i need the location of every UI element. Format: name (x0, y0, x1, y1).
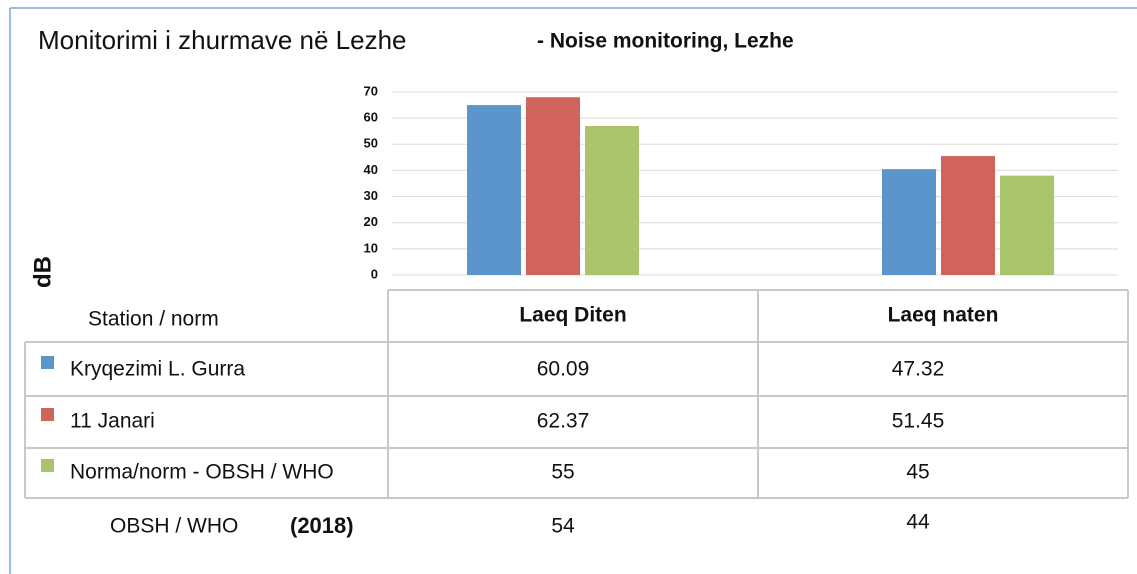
table-grid (24, 289, 1129, 499)
y-tick-label: 60 (364, 110, 378, 125)
table-cell: 51.45 (892, 410, 945, 433)
legend-swatch (41, 459, 54, 472)
chart-subtitle: - Noise monitoring, Lezhe (537, 30, 794, 53)
y-tick-label: 40 (364, 162, 378, 177)
footer-year: (2018) (290, 513, 354, 538)
footer-cell: 54 (551, 515, 575, 538)
y-tick-label: 30 (364, 188, 378, 203)
bar (585, 125, 639, 275)
table-cell: 55 (551, 461, 574, 484)
footer-label: OBSH / WHO (110, 515, 238, 538)
bar (941, 156, 995, 275)
y-tick-label: 70 (364, 83, 378, 98)
chart-title: Monitorimi i zhurmave në Lezhe (38, 25, 407, 55)
table-cell: 62.37 (537, 410, 590, 433)
table-cell: 47.32 (892, 358, 945, 381)
bar (882, 169, 936, 275)
y-axis-label: dB (29, 256, 56, 288)
bar (1000, 175, 1054, 275)
table-cell: 45 (906, 461, 929, 484)
bar (467, 105, 521, 275)
table-cell: 60.09 (537, 358, 590, 381)
y-tick-label: 0 (371, 266, 378, 281)
legend-label: Norma/norm - OBSH / WHO (70, 461, 334, 484)
y-tick-label: 50 (364, 136, 378, 151)
table-header: Station / norm (88, 308, 219, 331)
legend-label: 11 Janari (70, 410, 155, 433)
y-tick-label: 10 (364, 240, 378, 255)
y-tick-label: 20 (364, 214, 378, 229)
footer-cell: 44 (906, 511, 930, 534)
column-header: Laeq naten (888, 304, 999, 327)
legend-label: Kryqezimi L. Gurra (70, 358, 245, 381)
legend-swatch (41, 408, 54, 421)
column-header: Laeq Diten (519, 304, 626, 327)
bar (526, 97, 580, 275)
legend-swatch (41, 356, 54, 369)
